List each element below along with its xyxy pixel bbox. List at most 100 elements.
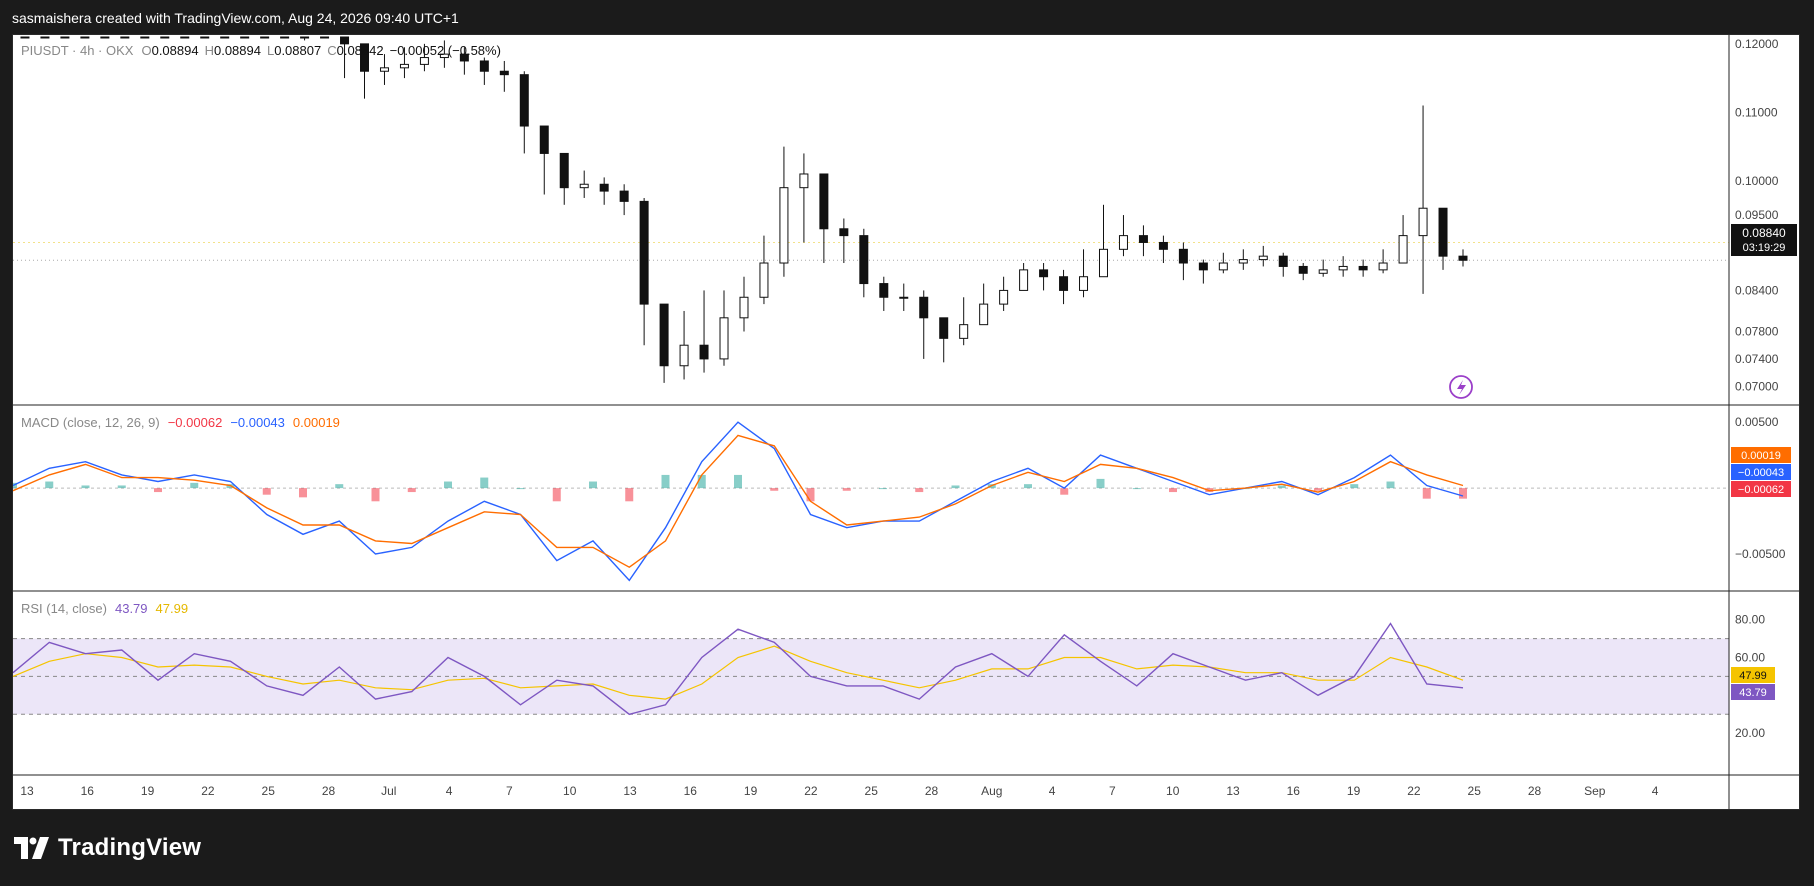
time-tick-label: 19: [744, 784, 758, 798]
candle-body: [919, 296, 929, 319]
rsi-line: [12, 622, 1464, 716]
tradingview-logo[interactable]: TradingView: [14, 834, 201, 862]
time-tick-label: Sep: [1584, 784, 1606, 798]
candle-body: [320, 36, 330, 39]
candle-body: [1079, 276, 1089, 291]
time-tick-label: 13: [1226, 784, 1240, 798]
time-tick-label: 13: [623, 784, 637, 798]
candle-body: [839, 228, 849, 237]
macd-hist-bar: [552, 488, 561, 502]
macd-tick-label: 0.00500: [1735, 415, 1779, 429]
macd-hist-bar: [697, 474, 706, 489]
candle-body: [959, 324, 969, 339]
candle-body: [1178, 248, 1188, 264]
signal-tag-text: 0.00019: [1741, 450, 1781, 462]
candle-body: [639, 200, 649, 305]
close-label: C: [327, 43, 336, 58]
time-tick-label: 22: [201, 784, 215, 798]
candle-body: [519, 74, 529, 127]
price-tick-label: 0.09500: [1735, 208, 1779, 222]
candle-body: [719, 317, 729, 360]
last-price-text: 0.08840: [1742, 226, 1786, 240]
low-value: 0.08807: [274, 43, 321, 58]
rsi-tick-label: 80.00: [1735, 613, 1765, 627]
time-tick-label: 19: [141, 784, 155, 798]
macd-hist-bar: [1169, 488, 1177, 493]
macd-hist-bar: [842, 488, 851, 491]
candle-body: [80, 36, 90, 39]
rsi-levels: [13, 638, 1729, 715]
close-value: 0.08842: [337, 43, 384, 58]
macd-hist-bar: [190, 482, 199, 489]
time-axis[interactable]: 13 16 19 22 25 28 Jul 4 7 10 13 16 19 22 25 28 Aug 4 7 10 13…: [20, 784, 1658, 798]
time-tick-label: 19: [1347, 784, 1361, 798]
hist-tag: [1731, 481, 1791, 497]
price-axis: 0.120000.110000.100000.095000.090000.084…: [1735, 37, 1779, 393]
price-pane-bg: [13, 35, 1729, 405]
macd-hist-bar: [154, 488, 162, 493]
macd-hist-bar: [516, 488, 525, 490]
candle-body: [1358, 265, 1368, 271]
rsi-ma-line: [12, 645, 1464, 700]
time-tick-label: 16: [81, 784, 95, 798]
caption: sasmaishera created with TradingView.com…: [12, 10, 459, 26]
price-tags: 0.08840 03:19:29: [1731, 224, 1797, 256]
price-pane[interactable]: 0.120000.110000.100000.095000.090000.084…: [13, 35, 1797, 405]
price-tick-label: 0.12000: [1735, 37, 1779, 51]
rsi-tag-text: 43.79: [1739, 687, 1767, 699]
candle-body: [100, 36, 110, 39]
candle-body: [779, 187, 789, 264]
candle-body: [1019, 269, 1029, 291]
candle-body: [300, 36, 310, 39]
signal-tag: [1731, 447, 1791, 463]
macd-hist-bar: [371, 488, 380, 502]
macd-hist-bar: [879, 488, 887, 490]
candle-body: [859, 235, 869, 285]
hist-tag-text: −0.00062: [1738, 484, 1784, 496]
macd-hist-bar: [1277, 485, 1286, 489]
time-tick-label: 7: [1109, 784, 1116, 798]
candle-body: [999, 289, 1009, 305]
candle-body: [679, 344, 689, 367]
candle-body: [20, 36, 30, 39]
macd-hist-bar: [299, 488, 307, 498]
symbol-title: PIUSDT · 4h · OKX: [21, 43, 134, 58]
chart-svg[interactable]: 0.120000.110000.100000.095000.090000.084…: [9, 35, 1799, 809]
price-tick-label: 0.07000: [1735, 379, 1779, 393]
macd-hist-bar: [806, 488, 815, 502]
candle-body: [1458, 255, 1468, 261]
candle-body: [699, 344, 709, 360]
candle-body: [619, 190, 629, 202]
candle-body: [60, 36, 70, 39]
time-tick-label: 28: [322, 784, 336, 798]
time-tick-label: Aug: [981, 784, 1002, 798]
macd-tags: 0.00019 −0.00043 −0.00062: [1731, 447, 1791, 497]
macd-hist-bar: [589, 481, 597, 489]
candle-body: [399, 63, 409, 69]
time-tick-label: 22: [804, 784, 818, 798]
candle-body: [759, 262, 769, 298]
price-legend: PIUSDT · 4h · OKX O0.08894 H0.08894 L0.0880…: [21, 43, 501, 58]
time-tick-label: 25: [1468, 784, 1482, 798]
candle-body: [1298, 265, 1308, 274]
tradingview-wordmark: TradingView: [58, 834, 202, 861]
macd-pane[interactable]: 0.00500−0.00500 MACD (close, 12, 26, 9) −…: [9, 415, 1791, 582]
chart-frame: 0.120000.110000.100000.095000.090000.084…: [9, 34, 1800, 810]
candle-body: [1158, 241, 1168, 250]
candle-body: [659, 303, 669, 367]
time-tick-label: 28: [1528, 784, 1542, 798]
candle-body: [1398, 235, 1408, 264]
macd-hist-bar: [1060, 488, 1069, 495]
macd-tick-label: −0.00500: [1735, 547, 1786, 561]
macd-hist-bar: [1314, 488, 1322, 491]
signal-line: [12, 434, 1464, 569]
candle-body: [799, 173, 809, 189]
countdown-text: 03:19:29: [1743, 242, 1786, 254]
bottom-bar: [0, 810, 1814, 886]
macd-hist-bar: [661, 474, 670, 489]
macd-hist-value: −0.00062: [168, 415, 223, 430]
macd-hist-bar: [770, 488, 779, 491]
lightning-icon[interactable]: [1449, 375, 1473, 399]
macd-hist-bar: [335, 484, 344, 489]
